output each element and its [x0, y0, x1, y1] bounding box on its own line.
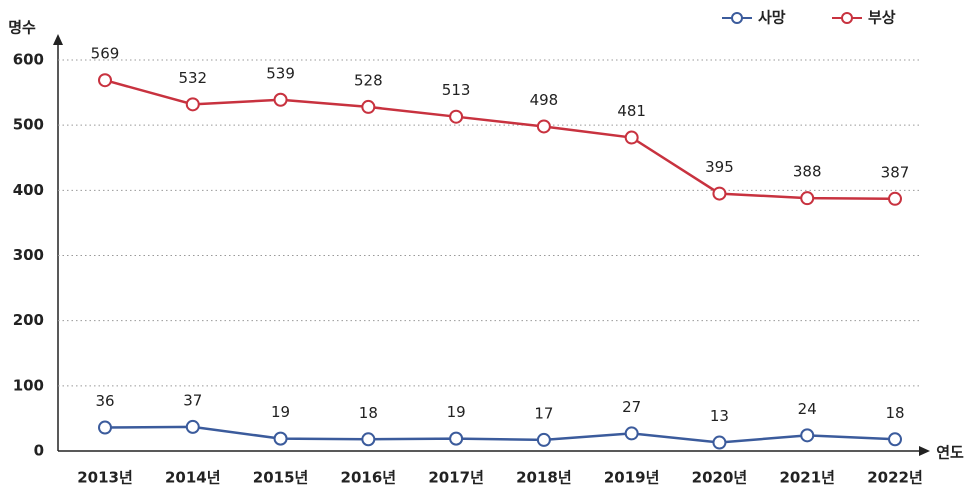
data-label: 27 [622, 398, 641, 416]
point [712, 435, 727, 450]
x-tick-label: 2017년 [428, 469, 484, 487]
point [712, 186, 727, 201]
data-label: 513 [442, 81, 471, 99]
data-label: 19 [271, 403, 290, 421]
x-tick-label: 2022년 [867, 469, 923, 487]
data-label: 395 [705, 158, 734, 176]
data-label: 498 [530, 91, 559, 109]
y-tick-label: 400 [13, 181, 44, 199]
data-label: 19 [447, 403, 466, 421]
x-tick-label: 2015년 [253, 469, 309, 487]
point [98, 73, 112, 88]
y-tick-label: 300 [13, 246, 44, 264]
x-axis-label: 연도 [936, 444, 964, 462]
line [104, 78, 896, 201]
x-tick-label: 2016년 [341, 469, 397, 487]
y-tick-label: 600 [13, 51, 44, 69]
data-label: 569 [91, 45, 120, 63]
data-label: 388 [793, 163, 822, 181]
legend-label: 부상 [868, 9, 896, 27]
legend-label: 사망 [758, 9, 786, 27]
point [361, 432, 376, 447]
data-label: 17 [534, 404, 553, 422]
data-label: 481 [617, 102, 646, 120]
data-label: 539 [266, 64, 295, 82]
point [888, 191, 902, 206]
x-tick-label: 2014년 [165, 469, 221, 487]
y-axis-label: 명수 [8, 19, 36, 37]
data-label: 532 [178, 69, 207, 87]
point [888, 432, 902, 447]
data-label: 36 [95, 392, 114, 410]
point [449, 431, 464, 446]
point [361, 99, 376, 114]
point [624, 426, 639, 441]
x-tick-label: 2019년 [604, 469, 660, 487]
data-label: 24 [798, 400, 817, 418]
point [449, 109, 464, 124]
y-tick-label: 100 [13, 376, 44, 394]
x-tick-label: 2021년 [779, 469, 835, 487]
x-tick-label: 2013년 [77, 469, 133, 487]
point [185, 419, 200, 434]
point [624, 130, 639, 145]
x-tick-label: 2018년 [516, 469, 572, 487]
data-label: 13 [710, 407, 729, 425]
line [104, 425, 896, 444]
y-tick-label: 200 [13, 311, 44, 329]
point [800, 428, 815, 443]
point [536, 432, 551, 447]
legend-marker [731, 12, 743, 24]
point [98, 420, 112, 435]
y-axis-arrow [53, 34, 63, 45]
point [273, 431, 288, 446]
x-tick-label: 2020년 [692, 469, 748, 487]
y-tick-label: 500 [13, 116, 44, 134]
data-label: 37 [183, 391, 202, 409]
point [273, 92, 288, 107]
x-axis-arrow [919, 446, 930, 456]
point [800, 191, 815, 206]
data-label: 18 [885, 404, 904, 422]
point [185, 97, 200, 112]
data-label: 387 [881, 163, 910, 181]
data-label: 18 [359, 404, 378, 422]
y-tick-label: 0 [34, 442, 44, 460]
legend-marker [841, 12, 853, 24]
data-label: 528 [354, 71, 383, 89]
point [536, 119, 551, 134]
